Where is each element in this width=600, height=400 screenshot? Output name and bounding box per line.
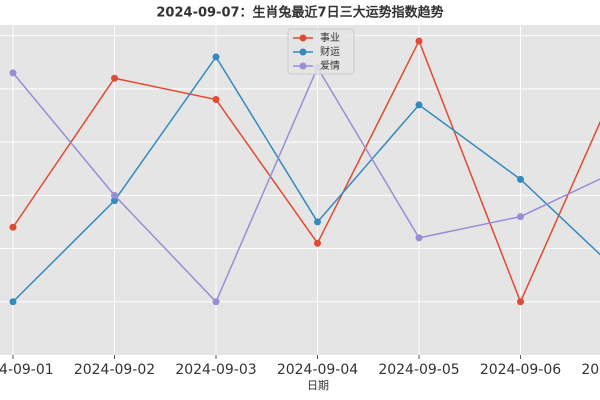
data-point (9, 298, 17, 306)
legend-label: 财运 (320, 45, 340, 58)
data-point (9, 223, 17, 231)
data-point (9, 69, 17, 77)
data-point (517, 298, 524, 306)
legend-marker (299, 62, 307, 70)
x-axis-label: 日期 (307, 379, 329, 392)
legend-label: 爱情 (320, 59, 340, 72)
legend-marker (299, 48, 307, 56)
x-tick-label: 2024-09-03 (175, 362, 256, 378)
data-point (212, 96, 220, 104)
data-point (111, 191, 118, 199)
data-point (415, 234, 423, 242)
data-point (212, 53, 220, 61)
x-tick-label: 2024-09-06 (480, 362, 561, 378)
x-tick-label: 2024-09-07 (581, 362, 600, 378)
data-point (111, 74, 118, 82)
legend-label: 事业 (320, 31, 340, 44)
data-point (517, 213, 524, 221)
x-tick-label: 2024-09-02 (74, 362, 155, 378)
x-tick-label: 2024-09-05 (378, 362, 459, 378)
legend-marker (299, 34, 307, 42)
data-point (111, 197, 118, 205)
chart-title: 2024-09-07：生肖兔最近7日三大运势指数趋势 (156, 5, 443, 21)
data-point (415, 101, 423, 109)
x-tick-label: 2024-09-04 (277, 362, 358, 378)
data-point (314, 218, 321, 226)
data-point (415, 37, 423, 45)
x-tick-label: 2024-09-01 (0, 362, 54, 378)
data-point (314, 239, 321, 247)
data-point (517, 175, 524, 183)
plot-area (0, 25, 600, 355)
data-point (212, 298, 220, 306)
